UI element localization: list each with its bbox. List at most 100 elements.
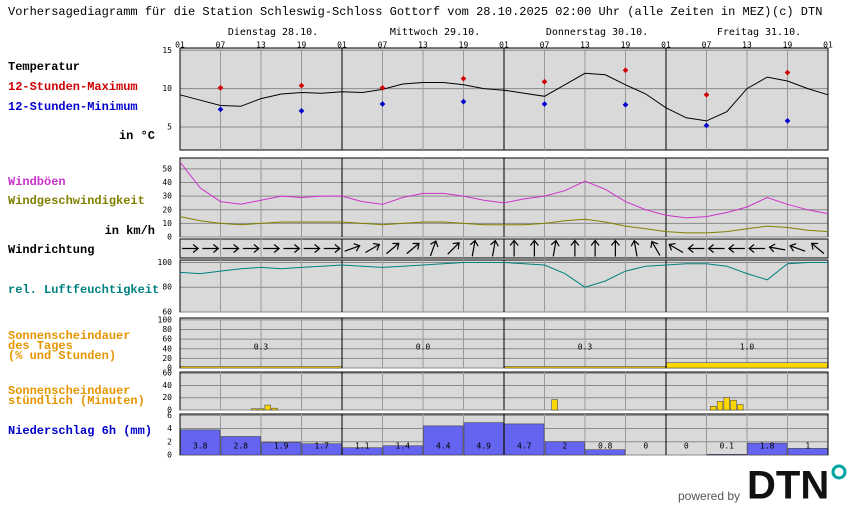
panel-label: Sonnenscheindauer (8, 384, 130, 398)
y-tick-label: 0 (167, 364, 172, 373)
y-tick-label: 60 (162, 369, 172, 378)
wind-arrow (182, 244, 200, 253)
y-tick-label: 5 (167, 122, 172, 131)
bar (710, 406, 717, 411)
hour-label: 01 (661, 41, 671, 50)
hour-label: 19 (621, 41, 631, 50)
bar (180, 366, 342, 369)
y-tick-label: 80 (162, 283, 172, 292)
point (379, 85, 386, 91)
series-line (179, 262, 828, 288)
point (460, 98, 467, 105)
value-label: 0.8 (598, 442, 613, 451)
hour-label: 07 (378, 41, 388, 50)
point (460, 75, 467, 82)
value-label: 1.4 (396, 442, 411, 451)
bar (220, 436, 261, 456)
powered-by: powered by (678, 489, 740, 503)
bar (504, 423, 545, 456)
panel-label: Sonnenscheindauer (8, 329, 130, 343)
bar (666, 362, 828, 369)
point (379, 101, 386, 107)
wind-arrow (668, 242, 684, 254)
bar (180, 429, 221, 456)
y-tick-label: 80 (162, 325, 172, 334)
wind-arrow (469, 239, 479, 257)
wind-arrow (344, 243, 361, 252)
wind-arrow (727, 244, 745, 253)
hour-label: 19 (459, 41, 469, 50)
series-line (179, 72, 829, 122)
value-label: 2.8 (234, 442, 249, 451)
wind-arrow (509, 239, 519, 257)
bar (264, 404, 271, 411)
point (622, 101, 629, 108)
wind-arrow (748, 244, 766, 253)
value-label: 1.1 (355, 442, 370, 451)
point (622, 67, 629, 74)
legend-label: Windrichtung (8, 243, 94, 257)
wind-arrow (529, 239, 539, 257)
wind-arrow (222, 244, 240, 253)
legend-label: Windgeschwindigkeit (8, 194, 145, 208)
value-label: 4.7 (517, 442, 532, 451)
wind-arrow (650, 240, 661, 256)
bar (301, 443, 342, 456)
wind-arrow (610, 239, 620, 257)
bar (551, 399, 558, 411)
wind-arrow (406, 242, 420, 255)
point (298, 108, 305, 114)
hour-label: 19 (297, 41, 307, 50)
hours-label: 1.0 (740, 343, 755, 352)
wind-arrow (263, 244, 281, 253)
y-tick-label: 0 (167, 233, 172, 242)
value-label: 3.8 (193, 442, 208, 451)
wind-arrow (570, 239, 580, 257)
wind-arrow (202, 244, 220, 253)
y-tick-label: 0 (167, 451, 172, 460)
y-tick-label: 2 (167, 437, 172, 446)
legend-label: Windböen (8, 175, 66, 189)
title: Vorhersagediagramm für die Station Schle… (8, 5, 771, 19)
y-tick-label: 6 (167, 411, 172, 420)
panel-label: Niederschlag 6h (mm) (8, 424, 152, 438)
y-tick-label: 20 (162, 354, 172, 363)
hour-label: 01 (823, 41, 833, 50)
point (217, 106, 224, 113)
panel-label: des Tages (8, 339, 73, 353)
hour-label: 07 (702, 41, 712, 50)
hours-label: 0.3 (578, 343, 593, 352)
unit-label: in °C (119, 129, 155, 143)
y-tick-label: 40 (162, 178, 172, 187)
wind-arrow (323, 244, 341, 253)
hour-label: 13 (742, 41, 752, 50)
bar (342, 447, 383, 456)
value-label: 0 (643, 442, 648, 451)
value-label: 1 (805, 442, 810, 451)
hour-label: 19 (783, 41, 793, 50)
wind-arrow (768, 243, 786, 253)
y-tick-label: 10 (162, 84, 172, 93)
wind-arrow (490, 239, 499, 257)
bar (730, 399, 737, 411)
y-tick-label: 20 (162, 205, 172, 214)
hour-label: 01 (337, 41, 347, 50)
point (784, 69, 791, 76)
day-label: Dienstag 28.10. (228, 27, 318, 38)
bar (261, 442, 302, 456)
point (217, 85, 224, 91)
hour-label: 01 (175, 41, 185, 50)
legend-label: 12-Stunden-Maximum (8, 80, 138, 94)
y-tick-label: 30 (162, 192, 172, 201)
point (541, 101, 548, 107)
bar (257, 408, 265, 411)
panel-label: stündlich (Minuten) (8, 394, 145, 408)
value-label: 4.9 (477, 442, 492, 451)
bar (716, 401, 724, 411)
y-tick-label: 20 (162, 393, 172, 402)
bar (271, 407, 278, 411)
wind-arrow (242, 244, 260, 253)
copyright: (c) DTN (772, 5, 822, 19)
wind-arrow (447, 242, 460, 255)
hour-label: 13 (256, 41, 266, 50)
